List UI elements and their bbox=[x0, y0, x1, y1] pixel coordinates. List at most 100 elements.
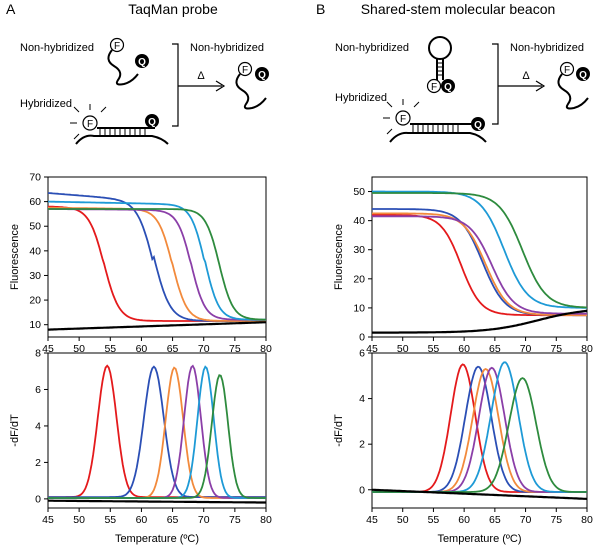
panel-b-label-nonhybridized-right: Non-hybridized bbox=[510, 42, 584, 54]
chart-B-derivative: 45 50 55 60 65 70 75 80 0 2 4 6 -dF/dT Temperature (º… bbox=[333, 348, 593, 546]
series-line-7 bbox=[372, 488, 587, 500]
x-tick-label: 60 bbox=[136, 343, 148, 355]
panel-a-product-fluorophore-icon bbox=[237, 61, 253, 77]
chart-A-derivative: 45 50 55 60 65 70 75 80 0 2 4 6 8 -dF/dT Temperature (… bbox=[9, 348, 272, 546]
y-axis-label: Fluorescence bbox=[9, 224, 21, 290]
series-line-5 bbox=[372, 190, 587, 309]
panel-b-product-fluorophore-icon bbox=[559, 61, 575, 77]
panel-b-fluorophore-icon bbox=[426, 78, 442, 94]
x-tick-label: 60 bbox=[458, 514, 470, 526]
series-line-4 bbox=[48, 208, 266, 321]
series-line-4 bbox=[372, 366, 587, 493]
panel-b-heat-label: Δ bbox=[522, 70, 530, 82]
x-axis-label: Temperature (ºC) bbox=[115, 533, 199, 545]
y-tick-label: 2 bbox=[359, 439, 365, 451]
y-tick-label: 40 bbox=[353, 215, 365, 227]
svg-text:F: F bbox=[87, 119, 93, 130]
svg-text:F: F bbox=[242, 65, 248, 76]
panel-b-product-probe bbox=[557, 73, 589, 110]
series-line-2 bbox=[372, 208, 587, 317]
series-line-6 bbox=[48, 374, 266, 499]
y-tick-label: 10 bbox=[29, 319, 41, 331]
panel-b-hairpin-loop bbox=[428, 36, 452, 60]
panel-b-product-quencher-icon bbox=[576, 67, 590, 81]
series-line-7 bbox=[48, 321, 266, 331]
series-line-1 bbox=[48, 205, 266, 322]
y-tick-label: 6 bbox=[359, 348, 365, 360]
x-tick-label: 50 bbox=[73, 514, 85, 526]
y-tick-label: 30 bbox=[353, 244, 365, 256]
svg-text:Q: Q bbox=[474, 120, 482, 131]
x-tick-label: 55 bbox=[104, 343, 116, 355]
x-tick-label: 55 bbox=[428, 514, 440, 526]
panel-b-letter: B bbox=[316, 1, 325, 17]
panel-a-label-hybridized: Hybridized bbox=[20, 98, 72, 110]
series-line-7 bbox=[48, 499, 266, 504]
x-tick-label: 80 bbox=[581, 514, 593, 526]
svg-text:Q: Q bbox=[138, 57, 146, 68]
series-line-6 bbox=[372, 192, 587, 309]
x-tick-label: 60 bbox=[458, 343, 470, 355]
series-line-7 bbox=[372, 309, 587, 334]
x-tick-label: 70 bbox=[198, 514, 210, 526]
panel-a-label-nonhybridized-right: Non-hybridized bbox=[190, 42, 264, 54]
svg-text:Q: Q bbox=[258, 70, 266, 81]
panel-a-hyb-quencher-icon bbox=[145, 114, 159, 128]
panel-b-hyb-fluorophore-icon bbox=[395, 110, 411, 126]
series-line-4 bbox=[372, 215, 587, 315]
svg-text:F: F bbox=[400, 114, 406, 125]
x-tick-label: 60 bbox=[136, 514, 148, 526]
y-tick-label: 4 bbox=[359, 393, 365, 405]
panel-b-hyb-quencher-icon bbox=[471, 117, 485, 131]
panel-a-product-quencher-icon bbox=[255, 67, 269, 81]
series-line-3 bbox=[48, 366, 266, 499]
y-tick-label: 50 bbox=[29, 221, 41, 233]
panel-a-heat-label: Δ bbox=[197, 70, 205, 82]
x-tick-label: 75 bbox=[229, 343, 241, 355]
y-tick-label: 60 bbox=[29, 196, 41, 208]
x-tick-label: 80 bbox=[260, 514, 272, 526]
plot-frame bbox=[371, 352, 588, 509]
panel-b-title: Shared-stem molecular beacon bbox=[361, 1, 556, 17]
x-tick-label: 50 bbox=[73, 343, 85, 355]
svg-text:F: F bbox=[564, 65, 570, 76]
x-tick-label: 75 bbox=[550, 343, 562, 355]
panel-a-product-probe bbox=[235, 73, 267, 110]
y-tick-label: 4 bbox=[35, 420, 41, 432]
svg-text:Q: Q bbox=[579, 70, 587, 81]
panel-a-label-nonhybridized: Non-hybridized bbox=[20, 42, 94, 54]
x-tick-label: 75 bbox=[550, 514, 562, 526]
x-tick-label: 70 bbox=[520, 514, 532, 526]
x-tick-label: 70 bbox=[198, 343, 210, 355]
panel-b-label-nonhybridized: Non-hybridized bbox=[335, 42, 409, 54]
series-line-6 bbox=[372, 377, 587, 493]
y-axis-label: -dF/dT bbox=[333, 414, 345, 447]
panel-a-letter: A bbox=[6, 1, 16, 17]
series-line-3 bbox=[48, 206, 266, 322]
y-tick-label: 2 bbox=[35, 457, 41, 469]
x-tick-label: 50 bbox=[397, 514, 409, 526]
y-tick-label: 6 bbox=[35, 384, 41, 396]
y-tick-label: 40 bbox=[29, 245, 41, 257]
charts: 45 50 55 60 65 70 75 8010203040506070Fluorescen… bbox=[9, 172, 593, 546]
series-line-6 bbox=[48, 208, 266, 321]
x-tick-label: 55 bbox=[104, 514, 116, 526]
panel-a-fluorophore-icon bbox=[109, 37, 125, 53]
x-tick-label: 55 bbox=[428, 343, 440, 355]
chart-A-fluorescence: 45 50 55 60 65 70 75 80 10 20 30 40 50 60 70 Fluorescen… bbox=[9, 172, 272, 356]
x-tick-label: 65 bbox=[489, 343, 501, 355]
y-tick-label: 50 bbox=[353, 186, 365, 198]
x-tick-label: 65 bbox=[167, 343, 179, 355]
y-tick-label: 8 bbox=[35, 348, 41, 360]
plot-frame bbox=[47, 176, 267, 338]
svg-text:Q: Q bbox=[444, 82, 452, 93]
panel-a-hyb-fluorophore-icon bbox=[82, 115, 98, 131]
series-line-5 bbox=[48, 200, 266, 321]
x-tick-label: 80 bbox=[581, 343, 593, 355]
x-tick-label: 70 bbox=[520, 343, 532, 355]
y-tick-label: 0 bbox=[359, 484, 365, 496]
x-tick-label: 45 bbox=[366, 514, 378, 526]
x-axis-label: Temperature (ºC) bbox=[437, 533, 521, 545]
x-tick-label: 75 bbox=[229, 514, 241, 526]
